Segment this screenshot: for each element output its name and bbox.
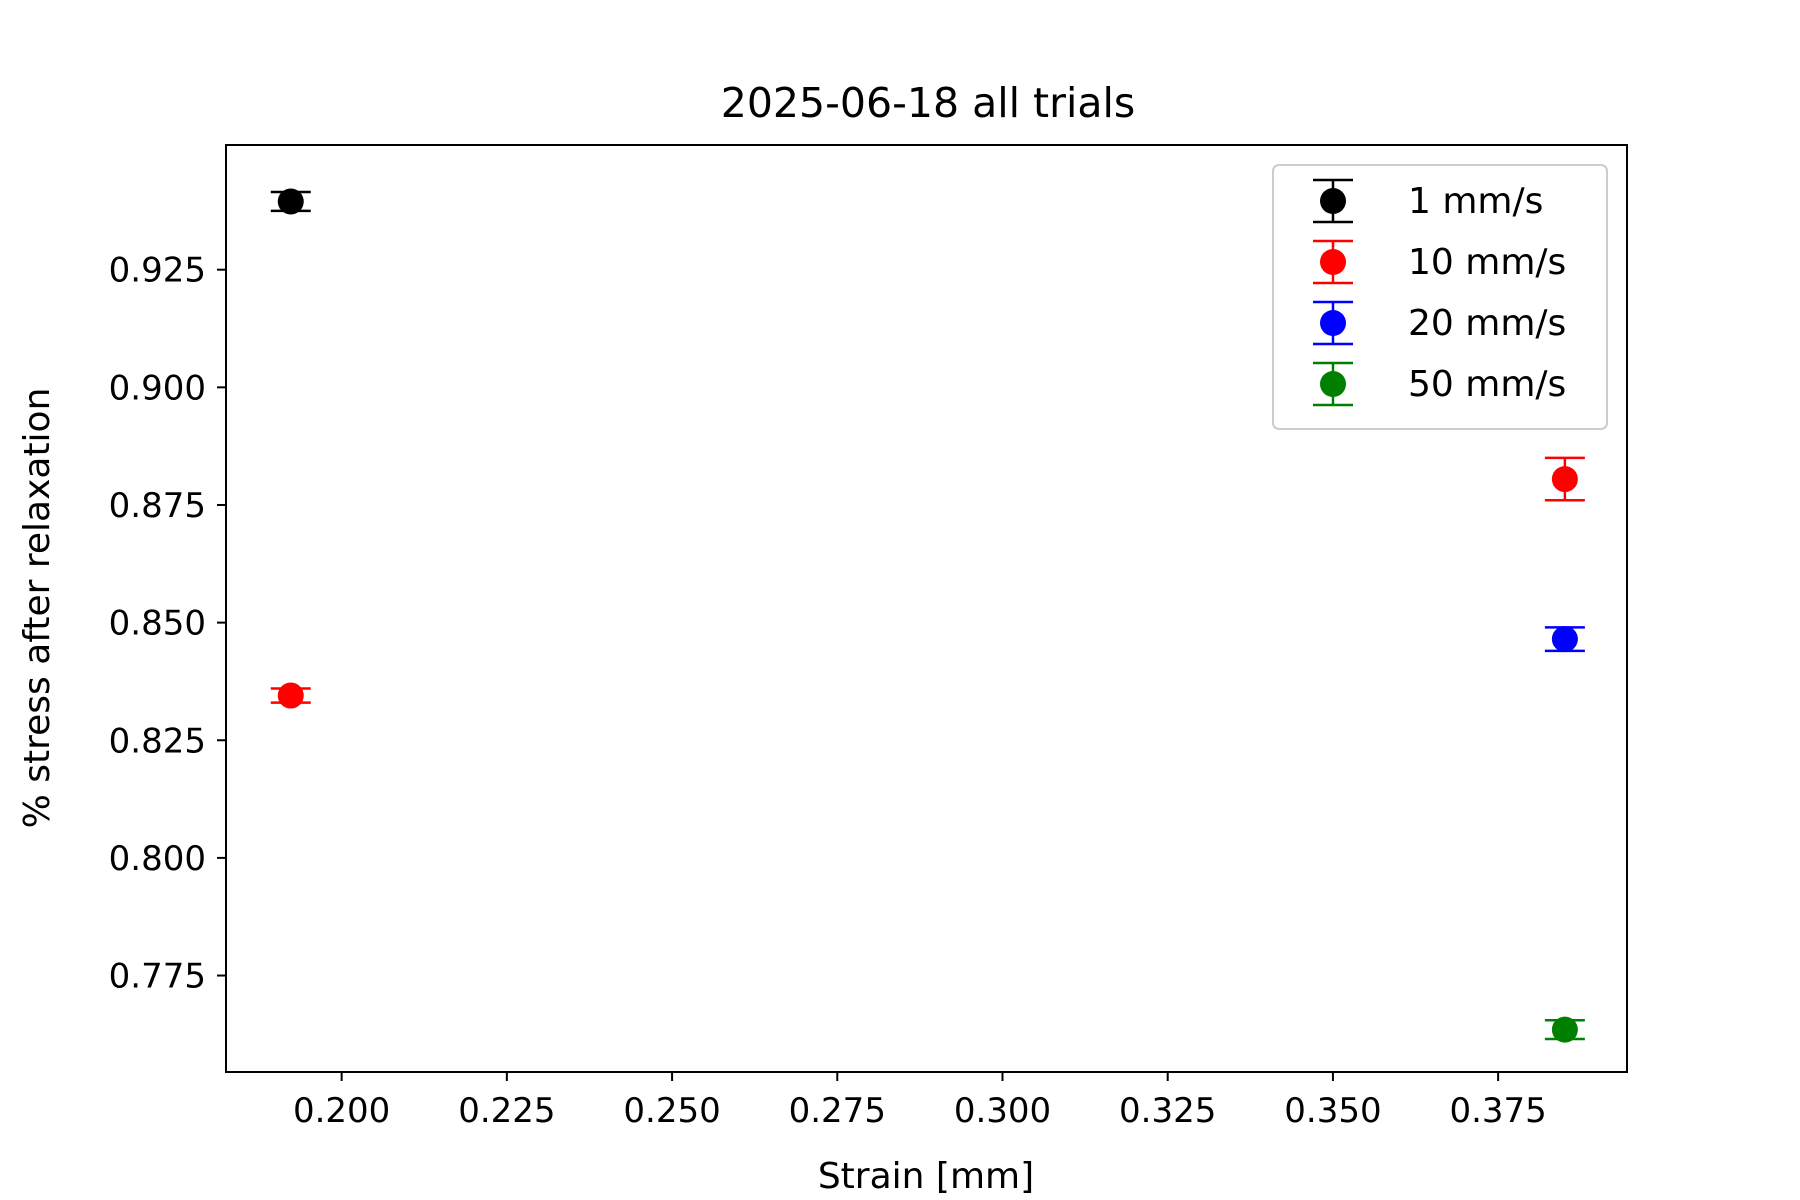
x-axis: 0.200 0.225 0.250 0.275 0.300 0.325 0.350 0.375 bbox=[293, 1072, 1547, 1131]
legend-label: 1 mm/s bbox=[1408, 181, 1543, 222]
x-tick-label: 0.225 bbox=[458, 1091, 555, 1131]
x-tick-label: 0.375 bbox=[1449, 1091, 1546, 1131]
data-point bbox=[277, 188, 304, 215]
legend-marker bbox=[1320, 188, 1346, 214]
legend-label: 50 mm/s bbox=[1408, 364, 1566, 405]
x-tick-label: 0.250 bbox=[623, 1091, 720, 1131]
y-tick-label: 0.875 bbox=[109, 486, 206, 526]
y-axis: 0.775 0.800 0.825 0.850 0.875 0.900 0.925 bbox=[109, 251, 226, 997]
y-tick-label: 0.900 bbox=[109, 368, 206, 408]
y-tick-label: 0.850 bbox=[109, 604, 206, 644]
data-point bbox=[1551, 1016, 1578, 1043]
legend-box bbox=[1272, 164, 1608, 430]
y-axis-label: % stress after relaxation bbox=[17, 388, 58, 829]
plot-area bbox=[270, 188, 1585, 1043]
x-tick-label: 0.200 bbox=[293, 1091, 390, 1131]
data-point bbox=[1551, 626, 1578, 653]
y-tick-label: 0.925 bbox=[109, 251, 206, 291]
x-tick-label: 0.300 bbox=[954, 1091, 1051, 1131]
y-tick-label: 0.800 bbox=[109, 839, 206, 879]
x-tick-label: 0.350 bbox=[1284, 1091, 1381, 1131]
x-tick-label: 0.325 bbox=[1119, 1091, 1216, 1131]
x-tick-label: 0.275 bbox=[789, 1091, 886, 1131]
legend-marker bbox=[1320, 310, 1346, 336]
data-point bbox=[277, 682, 304, 709]
legend: 1 mm/s 10 mm/s 20 mm/s 50 mm/s bbox=[1272, 164, 1608, 430]
data-point bbox=[1551, 466, 1578, 493]
legend-marker bbox=[1320, 249, 1346, 275]
legend-label: 10 mm/s bbox=[1408, 242, 1566, 283]
y-tick-label: 0.775 bbox=[109, 957, 206, 997]
chart-title: 2025-06-18 all trials bbox=[721, 79, 1135, 127]
legend-marker bbox=[1320, 371, 1346, 397]
axes-frame bbox=[225, 144, 1628, 1073]
legend-label: 20 mm/s bbox=[1408, 303, 1566, 344]
y-tick-label: 0.825 bbox=[109, 721, 206, 761]
x-axis-label: Strain [mm] bbox=[818, 1156, 1034, 1197]
